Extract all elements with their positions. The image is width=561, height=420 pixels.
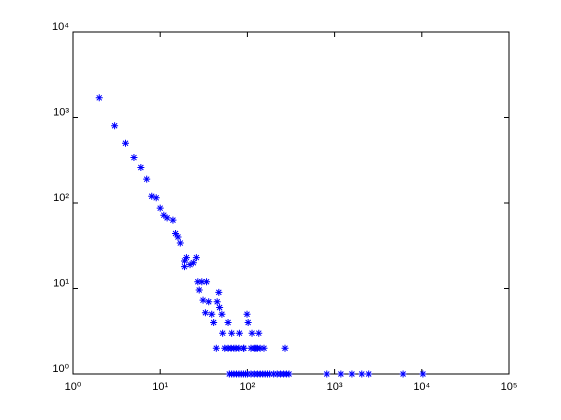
data-point <box>219 329 227 337</box>
data-point <box>95 94 103 102</box>
data-point <box>148 192 156 200</box>
data-point <box>235 344 243 352</box>
data-point <box>358 370 366 378</box>
data-point <box>169 216 177 224</box>
data-point <box>337 370 345 378</box>
data-point <box>228 329 236 337</box>
data-point <box>181 263 189 271</box>
data-point <box>122 139 129 147</box>
data-point <box>111 122 119 130</box>
data-point <box>260 344 268 352</box>
data-point <box>194 278 202 286</box>
y-tick-label: 10² <box>53 192 69 204</box>
data-point <box>195 286 203 294</box>
data-point <box>210 319 218 327</box>
data-point <box>228 370 236 378</box>
data-point <box>419 370 427 378</box>
data-point <box>224 319 232 327</box>
data-point <box>137 164 145 172</box>
data-point <box>243 310 251 318</box>
data-point <box>348 370 356 378</box>
data-point <box>216 303 224 311</box>
data-point <box>203 278 211 286</box>
data-point <box>235 329 243 337</box>
y-tick-label: 10⁴ <box>52 21 69 33</box>
data-point <box>152 194 160 202</box>
data-point <box>218 310 226 318</box>
data-point <box>230 344 238 352</box>
data-point <box>239 344 247 352</box>
data-point <box>199 296 207 304</box>
data-point <box>266 370 274 378</box>
data-point <box>176 239 184 247</box>
data-point <box>201 309 209 317</box>
data-point <box>181 257 189 265</box>
data-point <box>198 278 206 286</box>
data-point <box>256 344 264 352</box>
data-point <box>399 370 407 378</box>
data-point <box>205 298 213 306</box>
data-point <box>215 288 223 296</box>
x-tick-label: 10⁰ <box>65 381 82 393</box>
data-point <box>130 154 138 162</box>
data-point <box>182 254 190 262</box>
y-tick-label: 10⁰ <box>52 363 69 375</box>
data-point <box>208 310 216 318</box>
data-point <box>213 298 221 306</box>
data-point <box>243 370 251 378</box>
data-point <box>172 229 180 237</box>
x-tick-label: 10³ <box>327 381 343 393</box>
y-tick-label: 10³ <box>53 107 69 119</box>
x-tick-label: 10¹ <box>152 381 168 393</box>
data-point <box>365 370 373 378</box>
data-point <box>192 254 200 262</box>
data-point <box>160 211 168 219</box>
data-point <box>163 214 171 222</box>
data-point <box>186 261 194 269</box>
data-point <box>143 175 151 183</box>
data-point <box>212 344 220 352</box>
data-point <box>281 344 289 352</box>
data-point <box>248 329 256 337</box>
data-point <box>189 259 197 267</box>
y-tick-label: 10¹ <box>53 278 69 290</box>
x-tick-label: 10⁴ <box>413 381 430 393</box>
plot-frame <box>72 31 510 375</box>
data-point <box>270 370 278 378</box>
data-point <box>156 204 164 212</box>
data-point <box>285 370 293 378</box>
data-point <box>255 329 263 337</box>
data-point <box>174 233 182 241</box>
x-tick-label: 10² <box>239 381 255 393</box>
data-point <box>244 319 252 327</box>
data-point <box>323 370 331 378</box>
x-tick-label: 10⁵ <box>501 381 518 393</box>
